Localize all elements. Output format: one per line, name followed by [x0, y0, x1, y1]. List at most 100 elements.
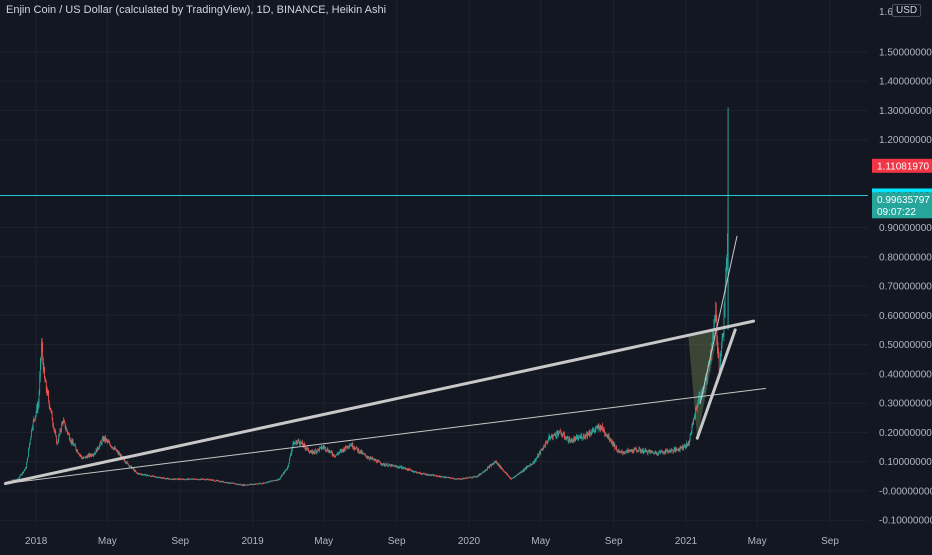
candle-body — [270, 480, 271, 482]
candle-body — [416, 471, 418, 474]
candle-body — [22, 472, 24, 473]
candle-body — [248, 484, 250, 486]
candle-body — [35, 412, 37, 416]
candle-body — [657, 454, 658, 455]
candle-body — [334, 456, 336, 458]
candle-body — [473, 476, 475, 478]
candle-body — [305, 448, 307, 450]
candle-body — [609, 439, 610, 441]
candle-body — [86, 456, 88, 458]
y-tick-label: 1.50000000 — [879, 47, 932, 58]
candle-body — [567, 436, 569, 442]
candle-body — [501, 467, 502, 469]
candle-body — [679, 448, 680, 451]
candle-body — [258, 483, 259, 485]
currency-button[interactable]: USD — [892, 4, 922, 17]
candle-body — [28, 447, 30, 450]
candle-body — [558, 432, 559, 436]
candle-body — [500, 467, 502, 469]
candle-body — [712, 335, 714, 345]
candle-body — [295, 441, 297, 444]
candle-body — [623, 452, 625, 454]
candle-body — [294, 443, 296, 444]
candle-body — [94, 453, 96, 454]
candle-body — [118, 452, 119, 454]
candle-body — [610, 441, 612, 443]
candle-body — [230, 482, 231, 484]
candle-body — [89, 454, 91, 456]
candle-body — [61, 422, 63, 424]
candle-body — [304, 446, 306, 449]
candle-body — [309, 452, 311, 453]
candle-body — [511, 478, 513, 480]
candle-body — [401, 468, 403, 470]
candle-body — [382, 464, 383, 466]
candle-body — [74, 444, 76, 446]
candle-body — [158, 477, 160, 478]
candle-body — [214, 481, 216, 482]
candle-body — [348, 446, 350, 448]
candle-body — [460, 478, 462, 480]
candle-body — [717, 346, 719, 355]
candle-body — [74, 444, 76, 447]
candle-body — [27, 456, 29, 459]
candle-body — [425, 474, 427, 475]
y-tick-label: -0.10000000 — [879, 516, 932, 527]
candle-body — [454, 478, 456, 480]
candle-body — [274, 480, 276, 482]
candle-body — [311, 450, 313, 452]
candle-body — [75, 446, 77, 450]
candle-body — [233, 482, 234, 484]
candle-body — [393, 465, 395, 467]
candle-body — [242, 484, 243, 486]
candle-body — [137, 473, 139, 475]
y-tick-label: 0.40000000 — [879, 369, 932, 380]
candle-body — [457, 478, 459, 480]
candle-body — [148, 475, 150, 477]
candle-body — [682, 445, 684, 449]
candle-body — [380, 462, 381, 465]
candle-body — [443, 477, 445, 479]
candle-body — [181, 479, 183, 480]
y-tick-label: 1.30000000 — [879, 106, 932, 117]
candle-body — [682, 445, 683, 449]
candle-body — [402, 467, 404, 469]
x-tick-label: 2021 — [675, 536, 698, 547]
candle-body — [616, 449, 618, 452]
candle-body — [611, 441, 613, 443]
time-axis[interactable]: 2018 May Sep 2019 May Sep 2020 May Sep 2021 May Sep — [25, 536, 839, 547]
candle-body — [146, 474, 148, 476]
candle-body — [293, 442, 294, 446]
candle-body — [363, 453, 364, 455]
candle-body — [624, 452, 626, 454]
candle-body — [655, 452, 657, 454]
candle-body — [130, 465, 132, 467]
candle-body — [692, 423, 694, 424]
y-tick-label: 1.40000000 — [879, 77, 932, 88]
price-axis[interactable]: 1.50000000 1.40000000 1.30000000 1.20000000… — [868, 0, 932, 550]
candle-body — [535, 458, 537, 461]
candle-body — [542, 449, 543, 450]
candle-body — [21, 473, 23, 475]
candle-body — [695, 407, 697, 409]
candle-body — [380, 464, 382, 465]
candle-body — [246, 484, 248, 486]
candle-body — [384, 464, 386, 466]
candle-body — [417, 472, 419, 474]
trendlines[interactable] — [3, 235, 766, 486]
candle-body — [540, 449, 542, 454]
candle-body — [489, 465, 491, 468]
candle-body — [456, 478, 457, 480]
candle-body — [43, 367, 45, 371]
candle-body — [528, 465, 530, 467]
candle-body — [440, 476, 441, 478]
candle-body — [315, 450, 317, 453]
candle-body — [70, 440, 72, 442]
candle-body — [690, 433, 692, 435]
candle-body — [491, 464, 492, 466]
candle-body — [193, 478, 195, 480]
candle-body — [87, 454, 89, 456]
candle-body — [560, 431, 562, 434]
